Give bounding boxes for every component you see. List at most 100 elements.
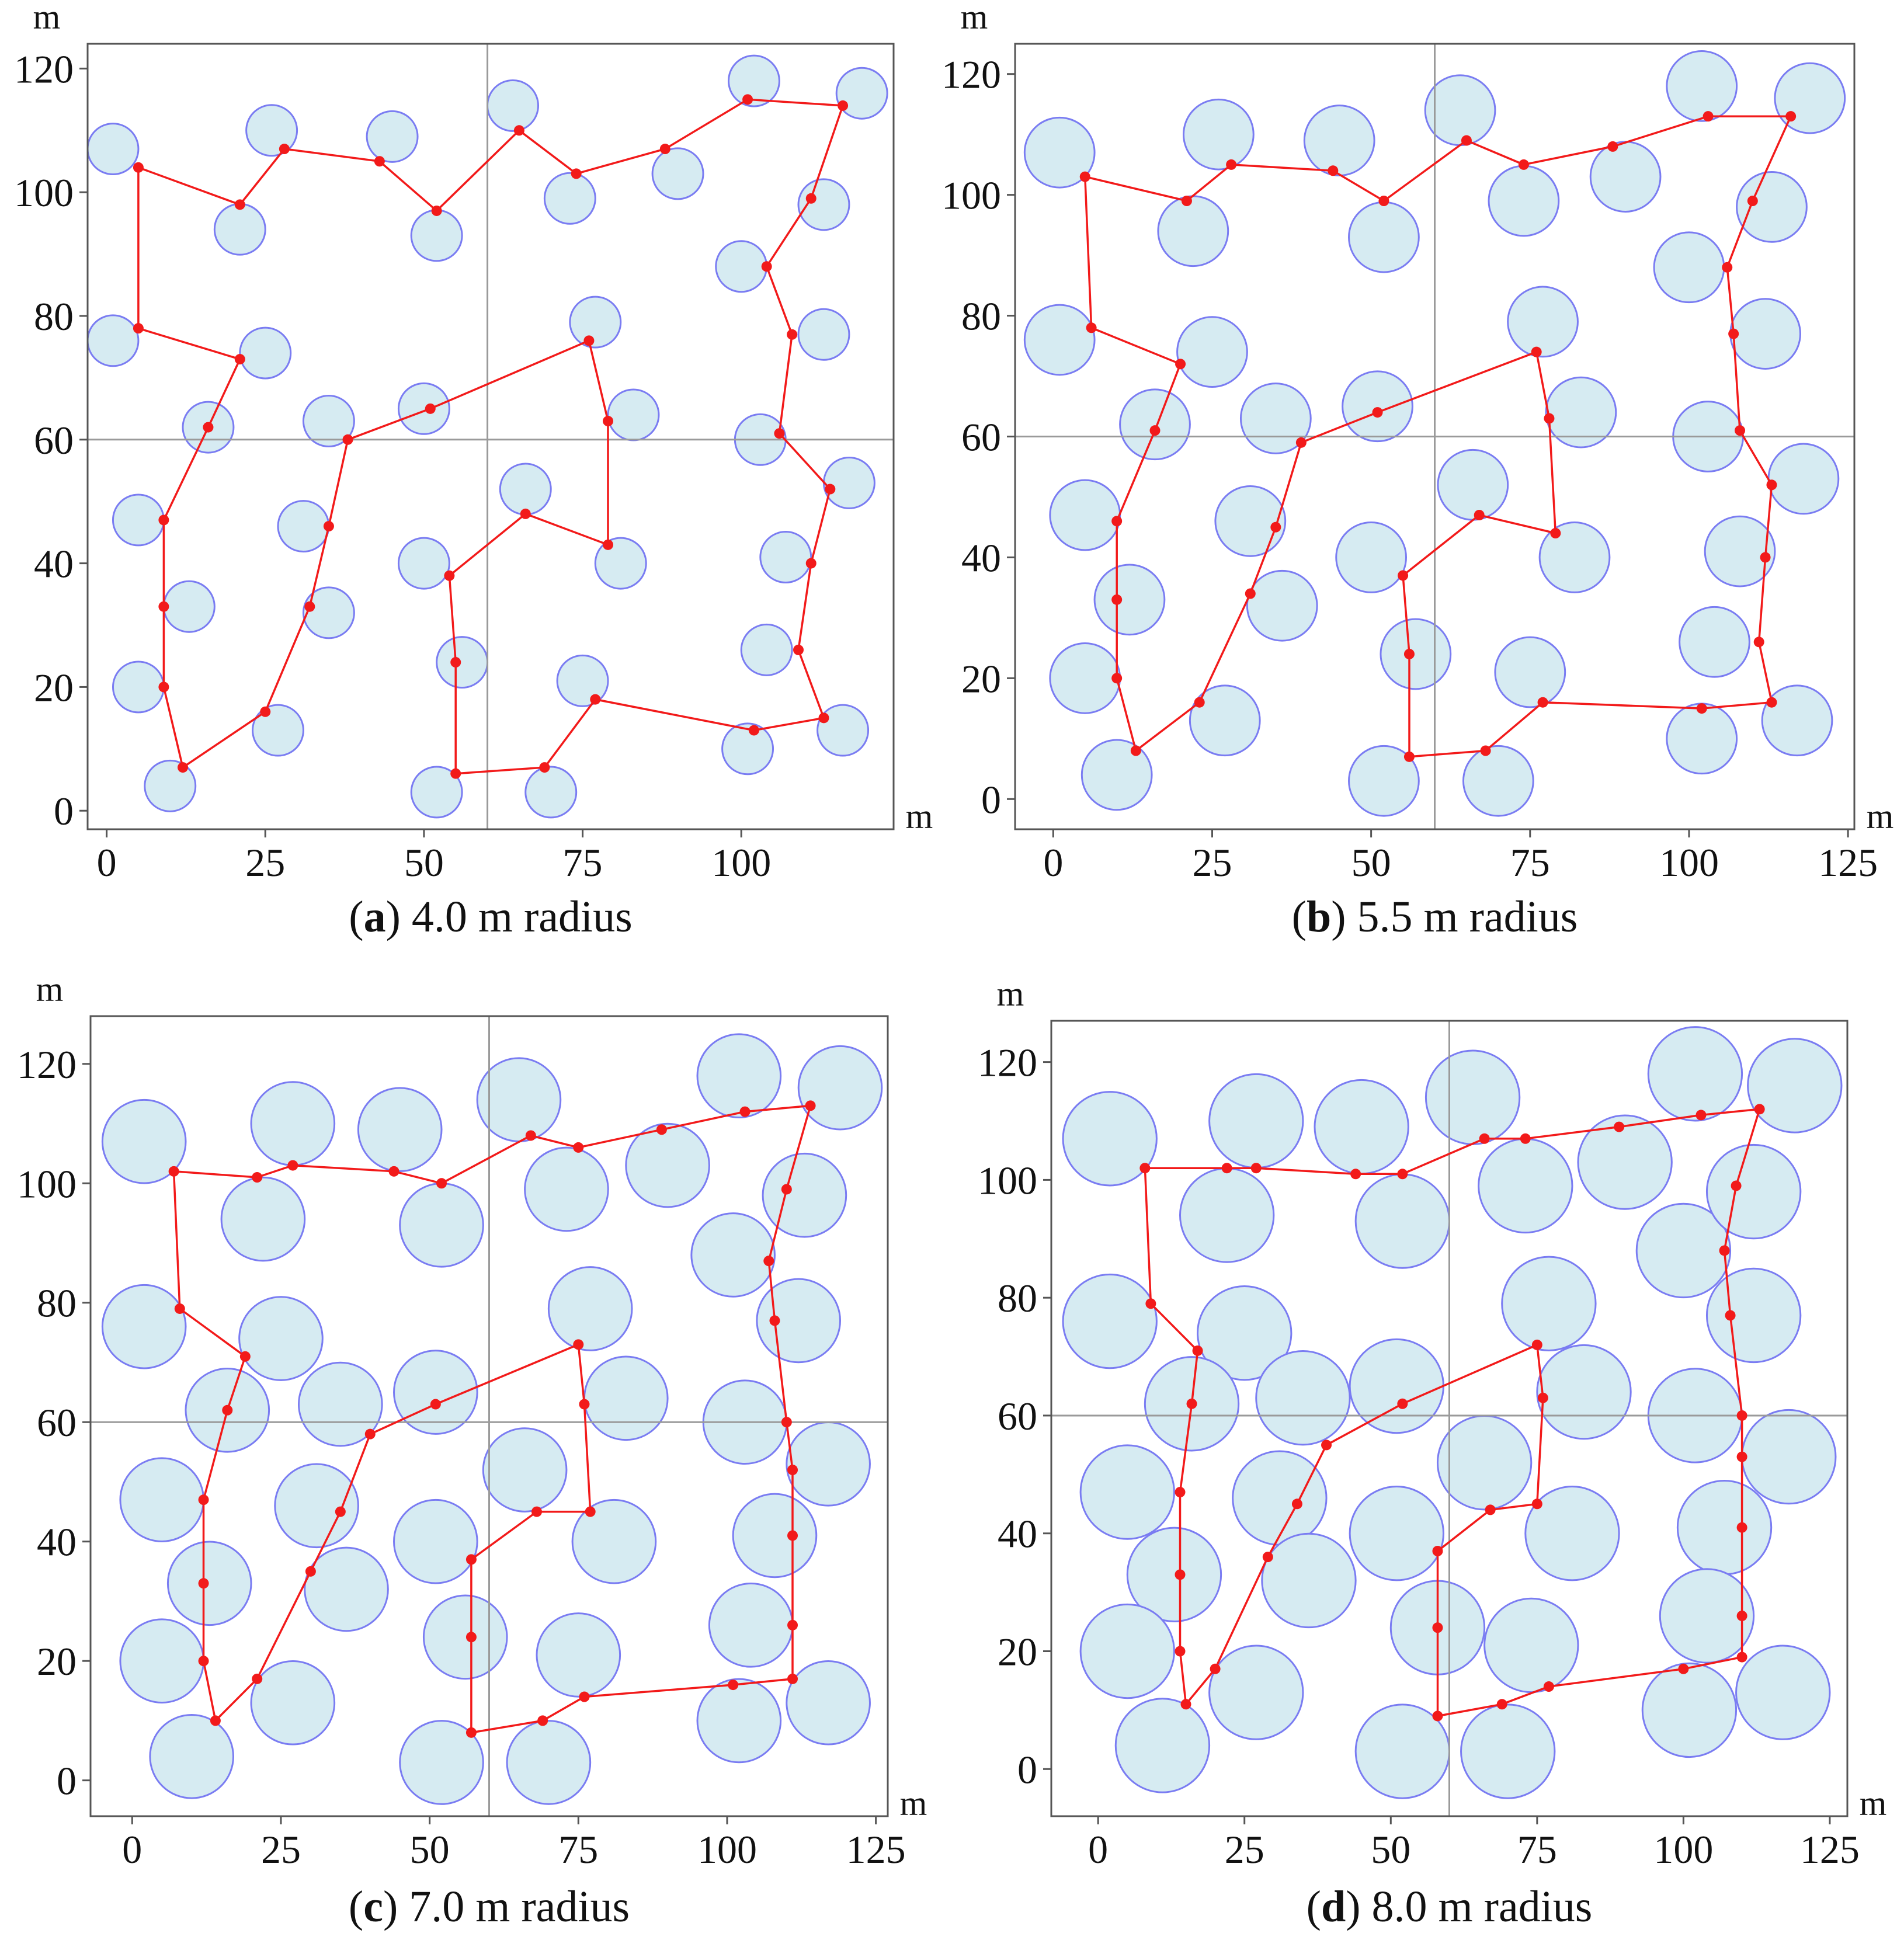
waypoint-marker: [769, 1315, 780, 1326]
coverage-circle: [1436, 1414, 1533, 1511]
coverage-circle: [1348, 745, 1420, 817]
y-tick-label: 40: [37, 1520, 77, 1564]
coverage-circle: [1538, 521, 1611, 593]
waypoint-marker: [1537, 1392, 1548, 1403]
waypoint-marker: [1736, 1410, 1747, 1421]
coverage-circle: [1349, 1486, 1444, 1581]
coverage-circle: [1261, 1532, 1357, 1629]
coverage-circle: [1179, 1167, 1275, 1263]
waypoint-marker: [1537, 697, 1548, 708]
coverage-circle: [410, 766, 463, 819]
waypoint-marker: [364, 1428, 376, 1440]
waypoint-marker: [260, 706, 271, 717]
waypoint-marker: [787, 1530, 798, 1541]
coverage-circle: [762, 1152, 847, 1238]
x-axis-label: m: [1867, 797, 1894, 836]
waypoint-marker: [1543, 1681, 1554, 1692]
x-tick-label: 25: [1192, 840, 1232, 885]
coverage-circle: [1729, 298, 1801, 370]
waypoint-marker: [1181, 196, 1192, 206]
coverage-circle: [1705, 1143, 1802, 1240]
coverage-circle: [1635, 1202, 1732, 1299]
coverage-circle: [797, 178, 850, 231]
waypoint-marker: [1531, 1499, 1542, 1510]
waypoint-marker: [198, 1656, 209, 1667]
coverage-circle: [727, 54, 780, 107]
waypoint-marker: [1614, 1121, 1625, 1132]
coverage-circle: [88, 123, 140, 175]
waypoint-marker: [425, 403, 436, 414]
y-tick-label: 20: [37, 1639, 77, 1684]
coverage-circle: [220, 1176, 306, 1262]
coverage-circle: [817, 704, 870, 757]
waypoint-marker: [537, 1715, 548, 1726]
coverage-circle: [1314, 1079, 1409, 1175]
waypoint-marker: [1175, 1646, 1186, 1657]
coverage-circle: [1545, 376, 1617, 448]
plot-area: [88, 44, 894, 829]
y-tick-label: 40: [34, 542, 74, 586]
waypoint-marker: [656, 1124, 667, 1135]
coverage-circle: [1232, 1450, 1328, 1546]
coverage-circle: [1589, 141, 1662, 213]
coverage-circle: [1119, 388, 1191, 461]
waypoint-marker: [1378, 196, 1389, 206]
waypoint-marker: [234, 354, 245, 365]
waypoint-marker: [1194, 697, 1205, 708]
waypoint-marker: [1696, 703, 1707, 714]
coverage-circle: [524, 1146, 609, 1232]
coverage-circle: [393, 1499, 478, 1584]
panel-caption: (b) 5.5 m radius: [1292, 892, 1578, 941]
coverage-circle: [1462, 745, 1534, 817]
y-tick-label: 60: [37, 1400, 77, 1445]
coverage-circle: [1679, 606, 1750, 678]
waypoint-marker: [1397, 1398, 1408, 1409]
coverage-circle: [556, 654, 609, 707]
waypoint-marker: [1754, 1104, 1765, 1115]
y-tick-label: 0: [1017, 1747, 1037, 1792]
coverage-circle: [238, 1296, 324, 1381]
coverage-circle: [1666, 50, 1738, 122]
waypoint-marker: [1403, 751, 1415, 762]
waypoint-marker: [1350, 1169, 1361, 1180]
coverage-circle: [162, 580, 216, 633]
coverage-circle: [786, 1421, 871, 1507]
x-tick-label: 50: [1351, 840, 1391, 885]
coverage-circle: [524, 766, 578, 819]
waypoint-marker: [1262, 1552, 1273, 1563]
plot-area: [91, 1016, 888, 1816]
coverage-circle: [144, 759, 197, 812]
x-tick-label: 25: [1225, 1827, 1264, 1872]
waypoint-marker: [805, 1100, 816, 1111]
waypoint-marker: [431, 205, 442, 216]
x-tick-label: 0: [1043, 840, 1063, 885]
waypoint-marker: [174, 1303, 185, 1314]
waypoint-marker: [388, 1166, 399, 1177]
coverage-circle: [410, 209, 463, 262]
waypoint-marker: [1479, 1133, 1490, 1144]
coverage-circle: [1023, 304, 1096, 376]
waypoint-marker: [1728, 328, 1739, 339]
x-tick-label: 125: [846, 1827, 906, 1872]
waypoint-marker: [1678, 1663, 1689, 1674]
coverage-circle: [1208, 1644, 1304, 1740]
coverage-circle: [594, 537, 647, 590]
x-tick-label: 100: [1659, 840, 1719, 885]
waypoint-marker: [1175, 1569, 1186, 1580]
waypoint-marker: [590, 694, 601, 705]
coverage-circle: [1653, 231, 1725, 304]
coverage-circle: [397, 382, 450, 435]
x-tick-label: 25: [245, 840, 285, 885]
coverage-circle: [1049, 642, 1121, 714]
waypoint-marker: [1221, 1163, 1232, 1174]
waypoint-marker: [1210, 1663, 1221, 1674]
waypoint-marker: [781, 1184, 792, 1195]
waypoint-marker: [805, 558, 817, 569]
waypoint-marker: [1295, 437, 1307, 448]
y-axis-label: m: [997, 975, 1024, 1013]
waypoint-marker: [583, 335, 595, 346]
coverage-circle: [1774, 62, 1846, 134]
waypoint-marker: [1766, 697, 1777, 708]
y-tick-label: 40: [961, 536, 1001, 580]
y-tick-label: 80: [961, 294, 1001, 339]
